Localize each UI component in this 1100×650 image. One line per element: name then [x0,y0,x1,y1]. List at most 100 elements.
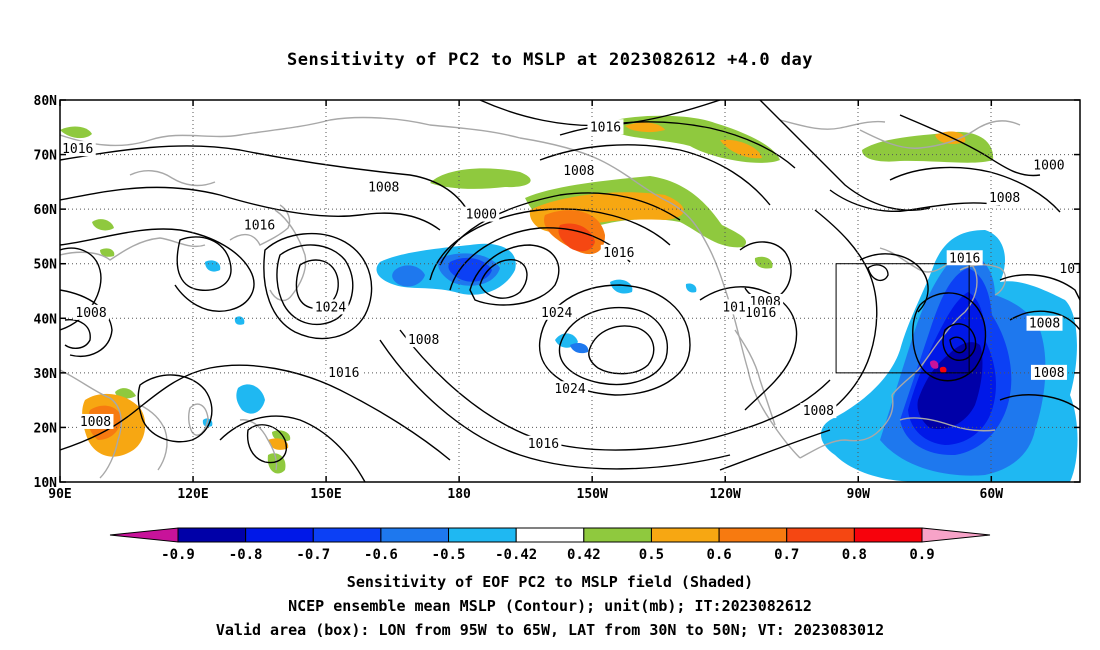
shade-red-orange [558,223,595,252]
contour-label: 1008 [75,306,106,321]
valid-area-box [835,263,970,374]
lon-label: 120W [710,487,741,502]
contour-label: 1008 [1029,317,1060,332]
colorbar-label: -0.9 [161,547,195,563]
contour-label: 1024 [554,382,585,397]
contour-label: 1024 [315,300,346,315]
lon-label: 180 [447,487,471,502]
lat-label: 60N [34,203,58,218]
contour-label-bg [986,190,1023,206]
mslp-contours [60,100,1080,482]
shade-darkest-blue [917,342,983,430]
contour-label: 1008 [989,191,1020,206]
colorbar-swatch [245,527,314,543]
lat-label: 20N [34,421,58,436]
contour-label-bg [325,364,362,380]
contour-label: 1008 [80,415,111,430]
lon-label: 90W [847,487,871,502]
contour-label-bg [587,119,624,135]
contour-label-bg [365,179,402,195]
colorbar-label: 0.7 [774,547,799,563]
contour-label-bg [525,435,562,451]
lat-label: 80N [34,94,58,109]
contour-label-bg [552,381,588,397]
colorbar-swatch [650,527,720,543]
colorbar-swatch [853,527,923,543]
contour-label-bg [720,299,749,315]
colorbar-swatch [448,527,517,543]
contour-label: 1016 [745,306,776,321]
shade-magenta [930,360,939,369]
contour-label-bg [73,304,110,320]
colorbar-label: -0.5 [432,547,466,563]
map-plot-area: 1016 1016 1008 1000 1008 1008 1000 1016 1016 1016… [60,100,1082,482]
colorbar-swatch [515,527,585,543]
lat-label: 10N [34,476,58,491]
contour-label: 101 [1059,262,1082,277]
colorbar-label: -0.8 [229,547,263,563]
colorbar-label: -0.6 [364,547,398,563]
colorbar-high-triangle [921,527,991,543]
colorbar-swatch [786,527,855,543]
contour-label-bg [560,162,597,178]
contour-label-bg [600,244,637,260]
contour-label: 1016 [603,246,634,261]
contour-label-bg [241,217,278,233]
contour-label: 1016 [62,142,93,157]
contour-label: 1008 [803,404,834,419]
contour-label-bg [77,413,114,429]
contour-label-bg [742,304,779,320]
lon-label: 60W [980,487,1004,502]
map-frame [59,99,1081,483]
colorbar-swatch [583,527,652,543]
colorbar-label: 0.9 [909,547,934,563]
colorbar-swatch [312,527,382,543]
contour-label: 1008 [368,180,399,195]
contour-label-bg [60,141,96,157]
contour-label: 1016 [528,437,559,452]
contour-label: 1000 [466,208,497,223]
contour-label: 1016 [590,120,621,135]
contour-label: 1016 [949,251,980,266]
colorbar-label: 0.5 [639,547,664,563]
contour-label: 1008 [1033,366,1064,381]
contour-label-bg [800,403,837,419]
contour-label-bg [1057,261,1080,277]
colorbar-label: 0.8 [842,547,867,563]
colorbar-swatch [718,527,788,543]
contour-label-bg [1026,315,1063,331]
footer-line-3: Valid area (box): LON from 95W to 65W, L… [215,621,885,639]
contour-label-bg [312,299,349,315]
lat-label: 70N [34,149,58,164]
contour-label: 101 [722,300,745,315]
contour-label: 1000 [1033,158,1064,173]
colorbar: -0.9 -0.8 -0.7 -0.6 -0.5 -0.42 0.42 0.5 0.6 0.7 0.… [109,527,991,563]
colorbar-label: 0.42 [567,547,601,563]
colorbar-swatch [380,527,450,543]
lon-label: 150W [577,487,608,502]
contour-label: 1016 [244,219,275,234]
lat-label: 30N [34,367,58,382]
contour-label-bg [946,250,983,266]
lon-label: 150E [310,487,341,502]
colorbar-swatch [177,527,247,543]
colorbar-label: -0.42 [495,547,537,563]
footer-line-2: NCEP ensemble mean MSLP (Contour); unit(… [288,597,812,615]
contour-label: 1008 [563,164,594,179]
contour-label-bg [463,206,500,222]
map-title: Sensitivity of PC2 to MSLP at 2023082612… [286,50,813,70]
lon-label: 90E [48,487,71,502]
footer-line-1: Sensitivity of EOF PC2 to MSLP field (Sh… [346,573,754,591]
lon-label: 120E [177,487,208,502]
lat-label: 40N [34,312,58,327]
lat-label: 50N [34,258,58,273]
contour-label: 1024 [541,306,572,321]
contour-label: 1016 [328,366,359,381]
contour-label-bg [1030,364,1067,380]
contour-label-group: 1016 1016 1008 1000 1008 1008 1000 1016 1016 1016… [60,119,1082,452]
colorbar-label: 0.6 [706,547,731,563]
colorbar-low-triangle [109,527,179,543]
contour-label-bg [538,304,575,320]
